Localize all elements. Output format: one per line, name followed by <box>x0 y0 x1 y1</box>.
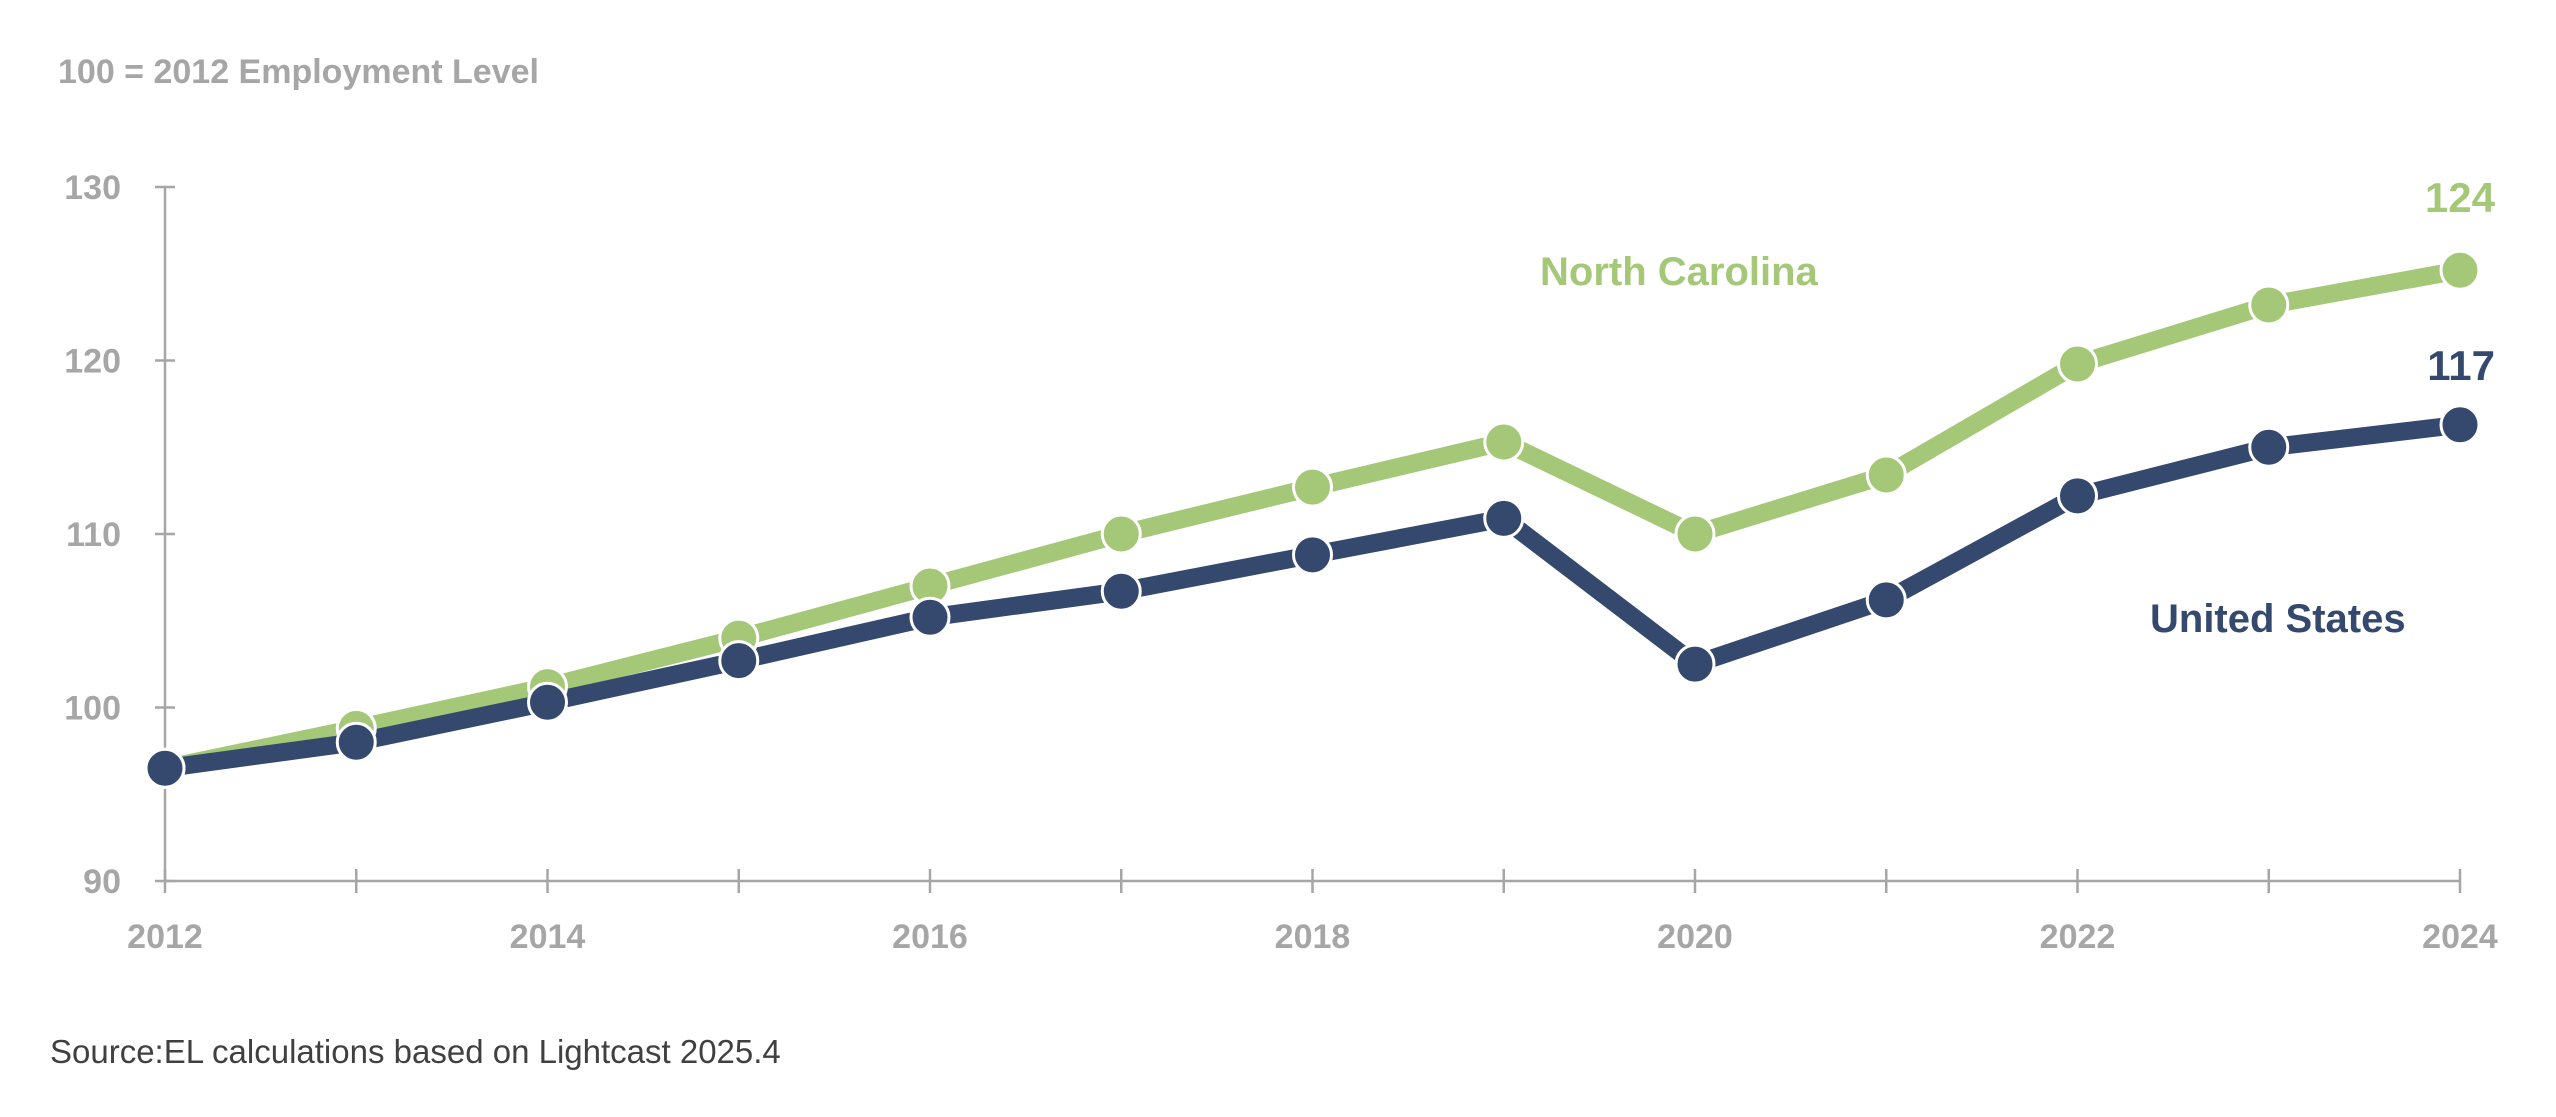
series-lines <box>156 261 2469 778</box>
north-carolina-label: North Carolina <box>1540 250 1819 294</box>
source-note: Source:EL calculations based on Lightcas… <box>50 1033 781 1070</box>
north-carolina-end-label: 124 <box>2425 174 2496 221</box>
x-tick-label: 2018 <box>1275 918 1351 956</box>
north-carolina-point <box>1865 454 1907 496</box>
north-carolina-point <box>2248 284 2290 326</box>
united-states-point <box>144 747 186 789</box>
united-states-label: United States <box>2150 597 2406 641</box>
united-states-point <box>909 596 951 638</box>
series-labels: North Carolina United States 124 117 <box>1540 174 2496 641</box>
x-tick-label: 2024 <box>2422 918 2498 956</box>
north-carolina-point <box>1483 421 1525 463</box>
united-states-point <box>2439 404 2481 446</box>
united-states-point <box>718 640 760 682</box>
north-carolina-point <box>2439 249 2481 291</box>
x-tick-label: 2016 <box>892 918 968 956</box>
x-tick-label: 2012 <box>127 918 203 956</box>
united-states-point <box>2248 426 2290 468</box>
north-carolina-point <box>2057 343 2098 385</box>
north-carolina-point <box>1100 513 1142 555</box>
y-tick-label: 90 <box>83 863 121 901</box>
united-states-point <box>1100 570 1142 612</box>
north-carolina-point <box>1674 513 1716 555</box>
united-states-point <box>527 681 568 723</box>
united-states-point <box>335 721 377 763</box>
x-tick-label: 2014 <box>510 918 586 956</box>
united-states-point <box>1865 579 1907 621</box>
x-tick-label: 2022 <box>2040 918 2116 956</box>
y-tick-label: 110 <box>66 516 121 554</box>
north-carolina-line <box>156 261 2469 778</box>
united-states-point <box>2057 475 2098 517</box>
y-tick-label: 120 <box>64 343 121 381</box>
x-tick-label: 2020 <box>1657 918 1733 956</box>
series-markers <box>144 249 2481 789</box>
y-tick-label: 100 <box>64 690 121 728</box>
united-states-point <box>1674 643 1716 685</box>
y-tick-label: 130 <box>64 169 121 207</box>
north-carolina-point <box>1292 466 1333 508</box>
united-states-end-label: 117 <box>2427 342 2495 389</box>
axes: 90 100 110 120 130 2012 2014 2016 2018 2020 2022 20… <box>64 169 2498 956</box>
united-states-point <box>1483 497 1525 539</box>
index-note: 100 = 2012 Employment Level <box>58 53 539 91</box>
united-states-point <box>1292 534 1333 576</box>
